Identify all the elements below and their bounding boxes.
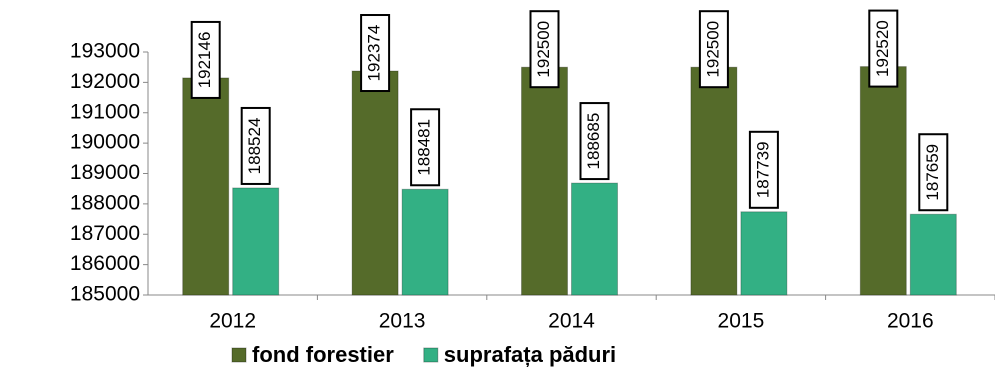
bar bbox=[182, 77, 230, 296]
value-label-box bbox=[190, 20, 221, 99]
value-label: 192500 bbox=[703, 21, 722, 78]
y-tick-label: 189000 bbox=[70, 161, 140, 184]
y-tick-label: 192000 bbox=[70, 70, 140, 93]
bar bbox=[401, 188, 449, 296]
value-label: 192374 bbox=[365, 25, 384, 82]
y-tick-label: 187000 bbox=[70, 222, 140, 245]
legend-marker bbox=[231, 347, 247, 363]
value-label-box bbox=[360, 14, 391, 93]
value-label: 188685 bbox=[584, 113, 603, 170]
bar bbox=[351, 70, 399, 296]
value-label: 188524 bbox=[245, 118, 264, 175]
value-label-box bbox=[410, 108, 441, 187]
value-label: 188481 bbox=[415, 119, 434, 176]
x-tick-label: 2014 bbox=[548, 310, 595, 333]
bar bbox=[571, 182, 618, 296]
x-tick-label: 2016 bbox=[887, 310, 934, 333]
value-label: 192520 bbox=[873, 20, 892, 77]
y-tick-label: 186000 bbox=[70, 252, 140, 275]
value-label-box bbox=[579, 102, 610, 181]
bar bbox=[859, 66, 907, 296]
legend-marker bbox=[423, 347, 439, 363]
y-tick-label: 191000 bbox=[70, 100, 140, 123]
legend-label: suprafața păduri bbox=[444, 342, 616, 367]
value-label-box bbox=[868, 9, 899, 88]
value-label: 187659 bbox=[923, 144, 942, 201]
x-tick-label: 2012 bbox=[209, 310, 256, 333]
y-tick-label: 185000 bbox=[70, 283, 140, 306]
y-tick-label: 188000 bbox=[70, 191, 140, 214]
bar bbox=[690, 66, 738, 296]
value-label: 192500 bbox=[534, 21, 553, 78]
bar bbox=[909, 213, 957, 296]
bar bbox=[232, 187, 280, 296]
y-tick-label: 190000 bbox=[70, 131, 140, 154]
bar bbox=[740, 211, 788, 296]
legend-label: fond forestier bbox=[252, 342, 394, 367]
y-tick-label: 193000 bbox=[70, 40, 140, 63]
value-label-box bbox=[918, 133, 949, 212]
x-tick-label: 2015 bbox=[718, 310, 765, 333]
x-tick-label: 2013 bbox=[379, 310, 426, 333]
bar bbox=[521, 66, 568, 296]
value-label-box bbox=[698, 10, 729, 89]
value-label-box bbox=[240, 106, 271, 185]
value-label-box bbox=[748, 130, 779, 209]
value-label-box bbox=[529, 10, 560, 89]
value-label: 187739 bbox=[753, 141, 772, 198]
value-label: 192146 bbox=[195, 32, 214, 89]
